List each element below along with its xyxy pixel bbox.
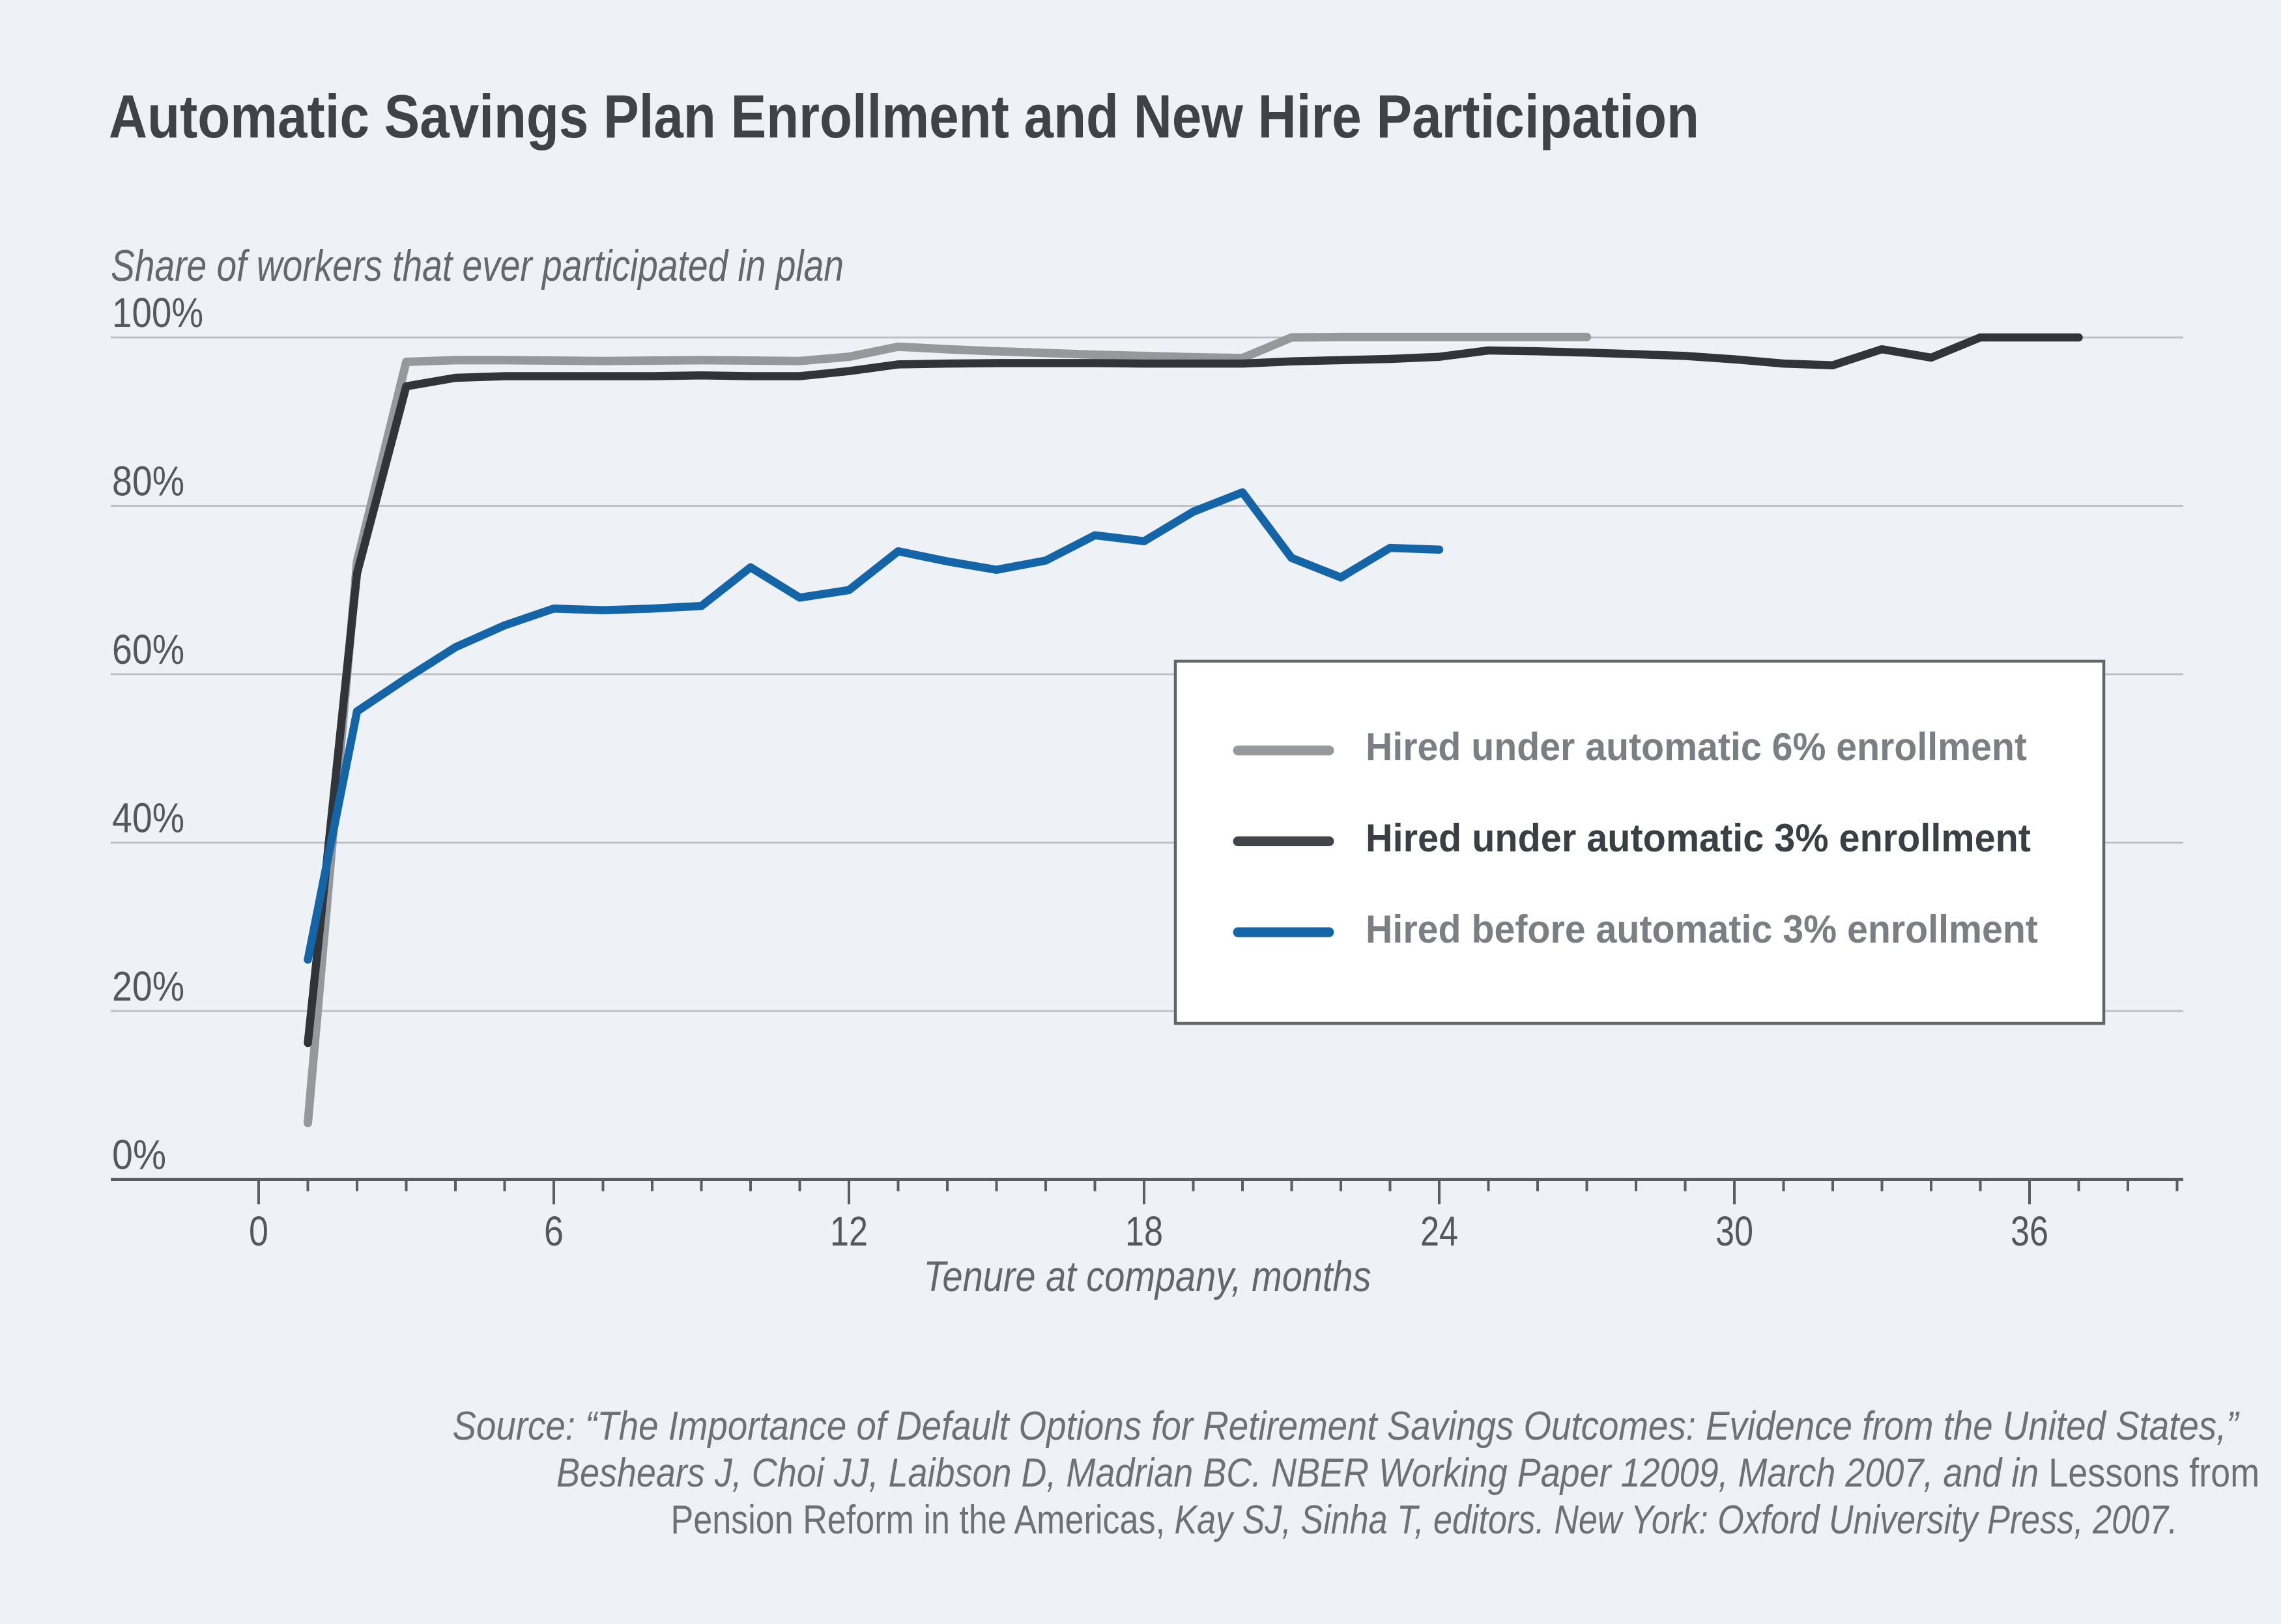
svg-text:18: 18 [1125,1208,1163,1255]
svg-text:30: 30 [1715,1208,1753,1255]
svg-text:100%: 100% [112,289,203,336]
svg-text:Hired under automatic 6% enrol: Hired under automatic 6% enrollment [1366,725,2027,769]
svg-text:0: 0 [249,1208,268,1255]
svg-text:Automatic Savings Plan Enrollm: Automatic Savings Plan Enrollment and Ne… [109,82,1699,150]
svg-text:Hired before automatic 3% enro: Hired before automatic 3% enrollment [1366,907,2038,951]
svg-text:60%: 60% [112,626,184,673]
svg-text:Share of workers that ever par: Share of workers that ever participated … [111,241,844,291]
svg-text:6: 6 [544,1208,564,1255]
svg-text:Pension Reform in the Americas: Pension Reform in the Americas, Kay SJ, … [671,1498,2178,1543]
svg-text:Hired under automatic 3% enrol: Hired under automatic 3% enrollment [1366,816,2031,860]
svg-text:80%: 80% [112,458,184,505]
svg-text:20%: 20% [112,963,184,1010]
svg-text:Tenure at company, months: Tenure at company, months [924,1252,1371,1300]
svg-text:40%: 40% [112,795,184,842]
svg-text:24: 24 [1420,1208,1458,1255]
svg-text:12: 12 [830,1208,868,1255]
svg-text:Beshears J, Choi JJ, Laibson D: Beshears J, Choi JJ, Laibson D, Madrian … [556,1451,2259,1496]
svg-text:Source: “The Importance of Def: Source: “The Importance of Default Optio… [453,1404,2240,1449]
svg-text:0%: 0% [112,1132,166,1178]
svg-text:36: 36 [2011,1208,2048,1255]
